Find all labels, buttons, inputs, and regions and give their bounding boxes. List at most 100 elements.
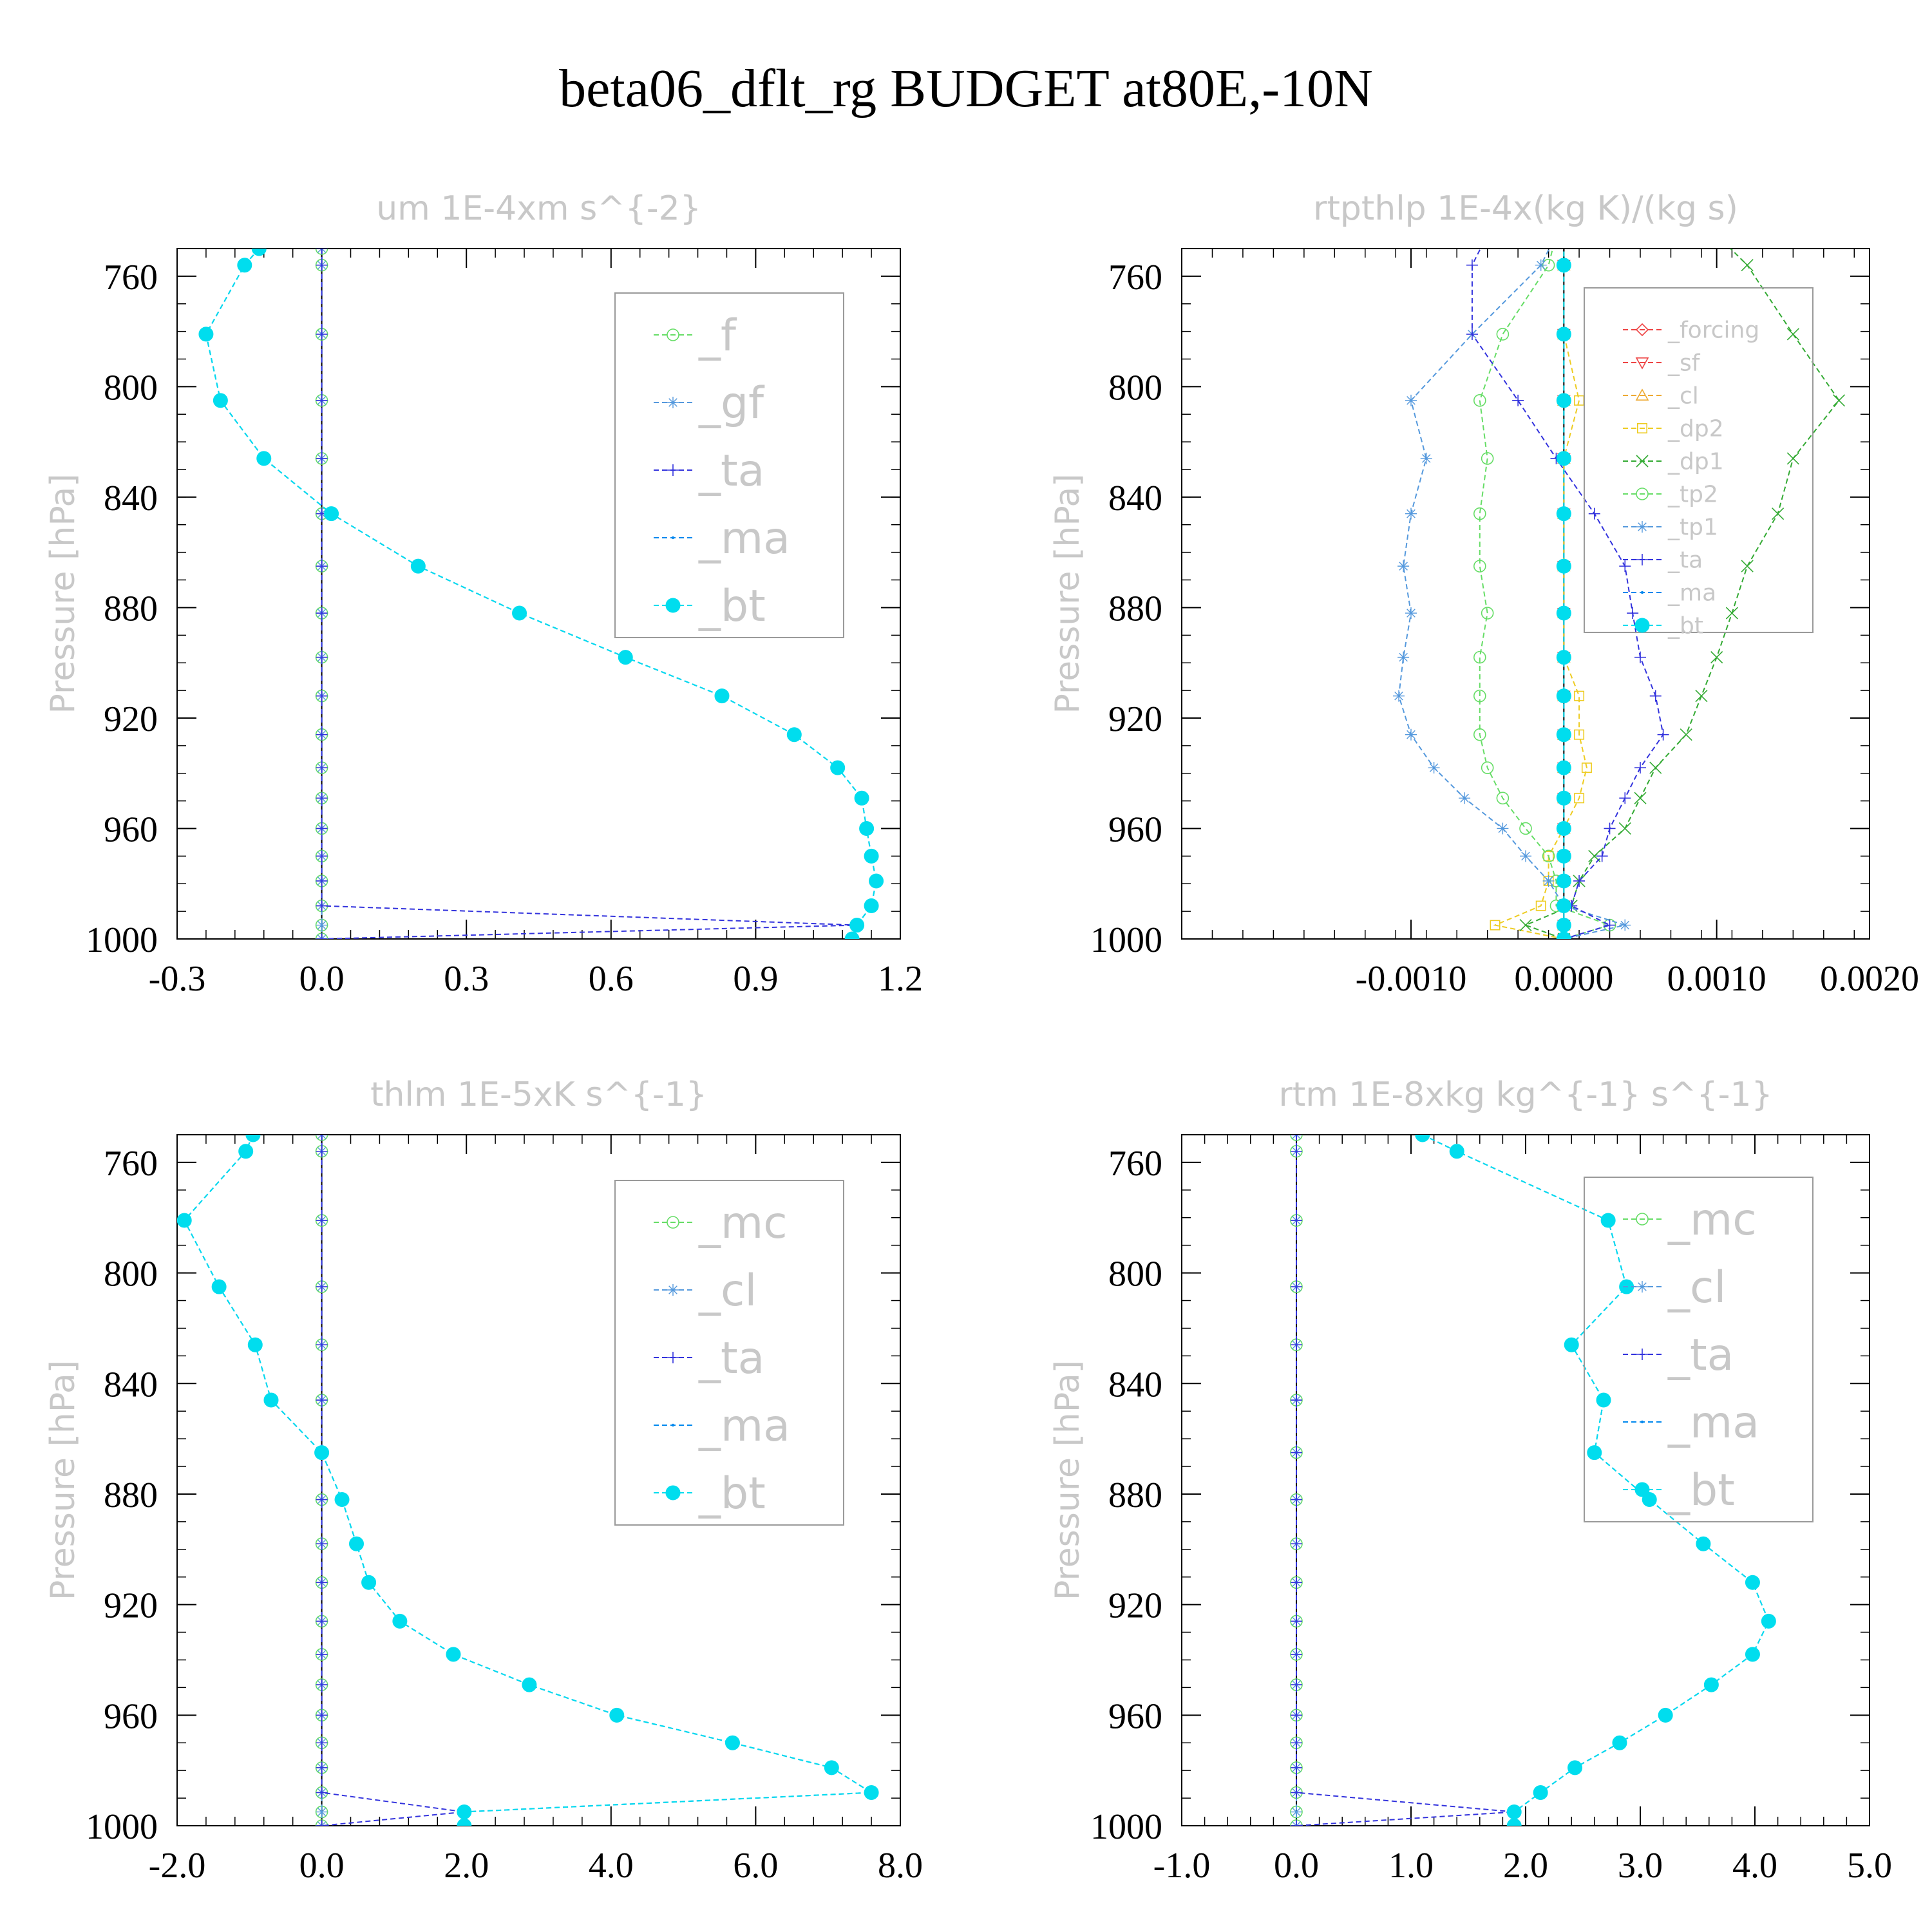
series-line-ta bbox=[321, 1135, 464, 1826]
data-point-ta bbox=[1291, 1820, 1302, 1826]
x-tick-label: -0.0010 bbox=[1356, 959, 1467, 999]
y-axis-label: Pressure [hPa] bbox=[44, 1360, 82, 1600]
data-point-tp2 bbox=[1473, 560, 1486, 573]
y-axis-label: Pressure [hPa] bbox=[1048, 1360, 1087, 1600]
data-point-ta bbox=[1627, 607, 1639, 620]
data-point-tp2 bbox=[1473, 728, 1486, 741]
legend-marker bbox=[1635, 323, 1649, 337]
panel-1: um 1E-4xm s^{-2} Pressure [hPa] 760 800 840 8… bbox=[44, 189, 923, 999]
legend-label: _ma bbox=[698, 513, 790, 564]
data-point-dp1 bbox=[1710, 651, 1723, 664]
data-point-dp2 bbox=[1535, 900, 1546, 911]
data-point-ta bbox=[316, 1820, 328, 1826]
data-point-ta bbox=[316, 394, 328, 406]
data-point-ta bbox=[1291, 1215, 1302, 1227]
series-line-ta bbox=[1296, 1135, 1515, 1826]
data-point-dp2 bbox=[1574, 729, 1585, 740]
data-point-tp1 bbox=[1619, 919, 1631, 931]
data-point-ta bbox=[1604, 919, 1616, 931]
y-tick-label: 920 bbox=[1108, 1586, 1162, 1626]
data-point-ta bbox=[316, 1737, 328, 1749]
panel-4: rtm 1E-8xkg kg^{-1} s^{-1} Pressure [hPa]… bbox=[1048, 1075, 1892, 1886]
data-point-ta bbox=[1512, 394, 1524, 406]
data-point-ta bbox=[1466, 328, 1478, 340]
y-tick-label: 960 bbox=[1108, 1696, 1162, 1736]
data-point-bt bbox=[849, 918, 865, 933]
data-point-ta bbox=[1291, 1446, 1302, 1459]
legend-label: _cl bbox=[698, 1265, 757, 1316]
legend-label: _mc bbox=[698, 1198, 788, 1249]
data-point-bt bbox=[1556, 688, 1571, 704]
legend-marker bbox=[667, 1216, 679, 1229]
x-tick-label: 5.0 bbox=[1847, 1846, 1892, 1886]
x-tick-label: -2.0 bbox=[149, 1846, 206, 1886]
y-minor-ticks bbox=[1182, 248, 1870, 940]
series-group bbox=[1290, 1135, 1776, 1826]
y-tick-label: 880 bbox=[1108, 589, 1162, 629]
legend-marker bbox=[1636, 1281, 1648, 1293]
data-point-bt bbox=[1703, 1677, 1719, 1692]
data-point-bt bbox=[724, 1735, 740, 1750]
x-tick-label: 2.0 bbox=[1503, 1846, 1548, 1886]
y-tick-label: 840 bbox=[104, 478, 158, 518]
data-point-bt bbox=[1596, 1392, 1611, 1408]
data-point-tp2 bbox=[1473, 507, 1486, 520]
data-point-ta bbox=[316, 728, 328, 741]
legend-marker bbox=[667, 1352, 679, 1363]
data-point-tp1 bbox=[1405, 607, 1417, 620]
y-tick-label: 880 bbox=[1108, 1475, 1162, 1515]
data-point-bt bbox=[1556, 605, 1571, 621]
data-point-bt bbox=[263, 1392, 279, 1408]
data-point-bt bbox=[844, 931, 860, 939]
data-point-dp2 bbox=[1574, 395, 1585, 406]
legend-marker bbox=[665, 598, 681, 613]
legend-label: _ma bbox=[1667, 580, 1716, 607]
legend-marker bbox=[667, 1284, 679, 1296]
data-point-cl bbox=[316, 1806, 328, 1818]
legend-box bbox=[1584, 1177, 1814, 1522]
series-line-ma bbox=[205, 249, 877, 939]
data-point-bt bbox=[1556, 558, 1571, 574]
data-point-ta bbox=[1634, 651, 1646, 663]
data-point-tp1 bbox=[1497, 822, 1509, 835]
data-point-dp2 bbox=[1574, 690, 1585, 701]
y-tick-label: 960 bbox=[104, 810, 158, 849]
data-point-bt bbox=[830, 760, 846, 775]
data-point-bt bbox=[1556, 727, 1571, 743]
data-point-ta bbox=[316, 1577, 328, 1589]
x-tick-label: 4.0 bbox=[1732, 1846, 1777, 1886]
plot-frame bbox=[1181, 1134, 1870, 1826]
data-point-ta bbox=[1291, 1615, 1302, 1627]
y-tick-label: 840 bbox=[1108, 1365, 1162, 1405]
legend-label: _mc bbox=[1667, 1195, 1757, 1245]
y-tick-label: 1000 bbox=[86, 1807, 158, 1847]
data-point-bt bbox=[1533, 1785, 1548, 1800]
data-point-gf bbox=[316, 919, 328, 931]
data-point-bt bbox=[392, 1613, 408, 1629]
y-tick-label: 880 bbox=[104, 1475, 158, 1515]
x-minor-ticks bbox=[176, 1135, 901, 1826]
data-point-bt bbox=[1587, 1445, 1602, 1461]
x-tick-label: 0.3 bbox=[444, 959, 489, 999]
panel-title: rtpthlp 1E-4x(kg K)/(kg s) bbox=[1313, 189, 1738, 228]
data-point-ta bbox=[1291, 1648, 1302, 1660]
data-point-ta bbox=[316, 1709, 328, 1721]
data-point-tp1 bbox=[1520, 850, 1531, 862]
legend-marker bbox=[1635, 388, 1649, 401]
legend-label: _ta bbox=[1667, 1330, 1734, 1381]
legend-marker bbox=[1640, 1420, 1644, 1424]
data-point-bt bbox=[410, 558, 426, 574]
legend-label: _tp1 bbox=[1667, 515, 1718, 541]
data-point-ta bbox=[316, 792, 328, 804]
data-point-ta bbox=[316, 850, 328, 862]
data-point-ta bbox=[1619, 792, 1631, 804]
data-point-ta bbox=[316, 259, 328, 271]
y-minor-ticks bbox=[177, 1134, 900, 1826]
x-minor-ticks bbox=[1181, 1135, 1870, 1826]
legend-label: _gf bbox=[698, 378, 765, 429]
data-point-ta bbox=[316, 1786, 328, 1799]
data-point-ta bbox=[316, 762, 328, 774]
data-point-dp2 bbox=[1543, 851, 1554, 862]
data-point-bt bbox=[334, 1492, 350, 1508]
x-tick-label: 0.0 bbox=[299, 959, 345, 999]
